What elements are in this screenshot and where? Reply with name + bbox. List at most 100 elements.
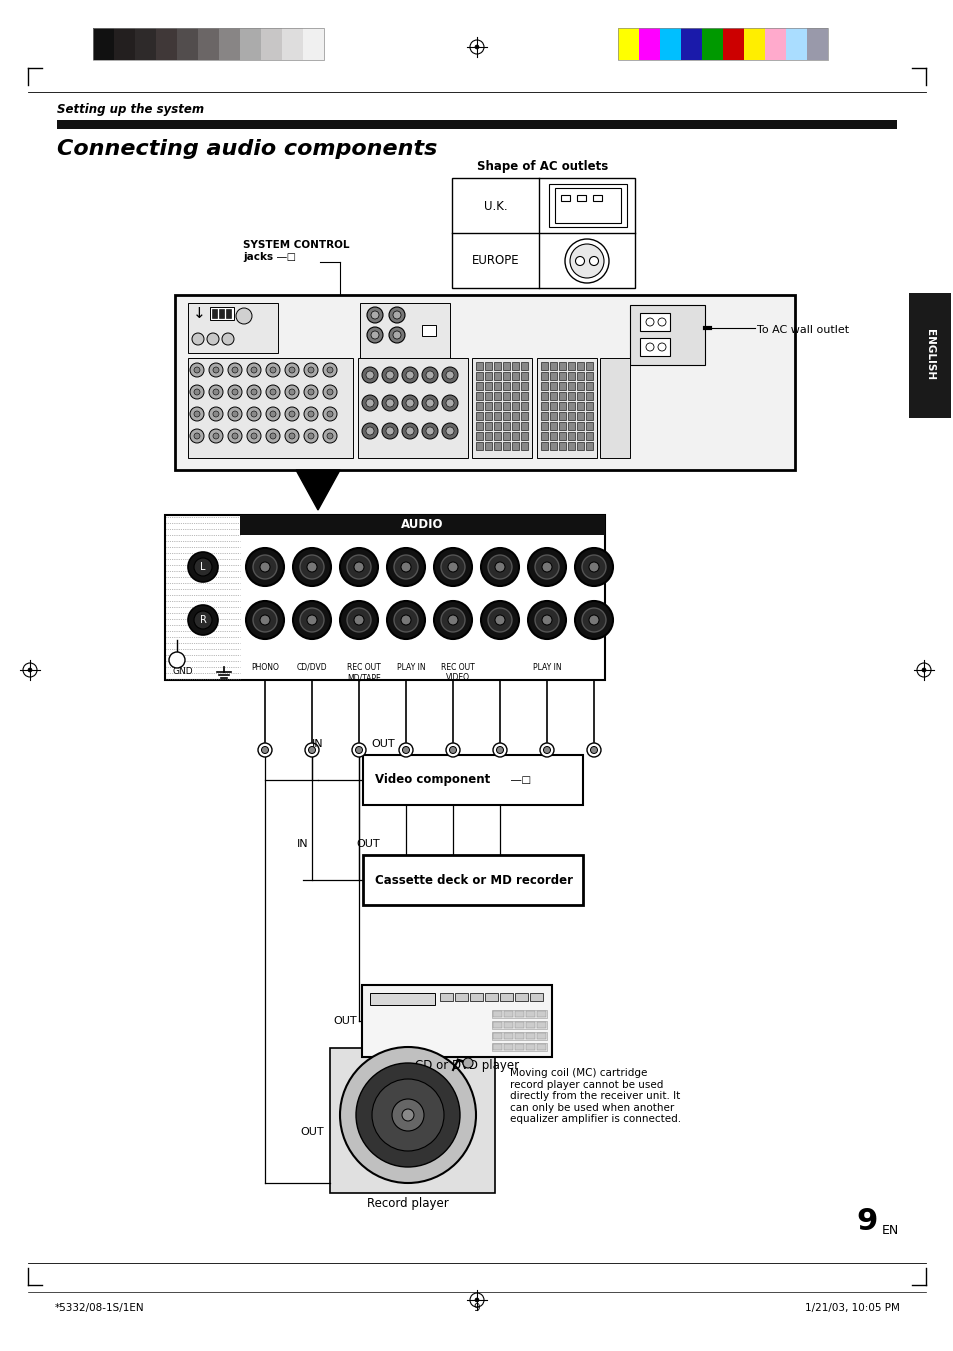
Bar: [492, 1043, 546, 1051]
Bar: [512, 372, 518, 380]
Bar: [520, 372, 527, 380]
Circle shape: [569, 245, 603, 278]
Bar: [520, 432, 527, 440]
Circle shape: [493, 743, 506, 757]
Bar: [537, 1034, 545, 1039]
Bar: [330, 1048, 495, 1193]
Circle shape: [488, 608, 512, 632]
Bar: [537, 1011, 545, 1017]
Circle shape: [339, 601, 377, 639]
Circle shape: [645, 317, 654, 326]
Circle shape: [305, 743, 318, 757]
Bar: [577, 403, 583, 409]
Circle shape: [192, 332, 204, 345]
Bar: [639, 28, 659, 59]
Circle shape: [285, 363, 298, 377]
Circle shape: [581, 608, 605, 632]
Circle shape: [213, 389, 219, 394]
Bar: [476, 362, 482, 370]
Bar: [135, 28, 156, 59]
Circle shape: [387, 549, 424, 586]
Circle shape: [304, 385, 317, 399]
Bar: [363, 755, 582, 805]
Text: U.K.: U.K.: [484, 200, 507, 212]
Text: ENGLISH: ENGLISH: [924, 330, 934, 381]
Bar: [550, 392, 557, 400]
Circle shape: [426, 372, 434, 380]
Bar: [550, 372, 557, 380]
Circle shape: [193, 367, 200, 373]
Circle shape: [448, 615, 457, 626]
Bar: [525, 1021, 535, 1028]
Bar: [520, 382, 527, 390]
Circle shape: [209, 363, 223, 377]
Bar: [908, 293, 950, 417]
Circle shape: [213, 367, 219, 373]
Circle shape: [270, 434, 275, 439]
Bar: [550, 412, 557, 420]
Bar: [525, 1044, 535, 1050]
Circle shape: [480, 549, 518, 586]
Bar: [484, 993, 497, 1001]
Text: PLAY IN: PLAY IN: [396, 663, 425, 671]
Circle shape: [426, 399, 434, 407]
Bar: [303, 28, 324, 59]
Bar: [520, 442, 527, 450]
Circle shape: [366, 427, 374, 435]
Bar: [537, 358, 597, 458]
Circle shape: [193, 558, 212, 576]
Bar: [484, 372, 492, 380]
Bar: [550, 382, 557, 390]
Circle shape: [193, 411, 200, 417]
Text: OUT: OUT: [355, 839, 379, 848]
Bar: [567, 432, 575, 440]
Circle shape: [266, 407, 280, 422]
Bar: [499, 993, 513, 1001]
Bar: [540, 403, 547, 409]
Circle shape: [387, 601, 424, 639]
Circle shape: [247, 385, 261, 399]
Circle shape: [307, 562, 316, 571]
Bar: [585, 442, 593, 450]
Text: OUT: OUT: [300, 1127, 324, 1138]
Bar: [520, 403, 527, 409]
Text: REC OUT
MD/TAPE: REC OUT MD/TAPE: [347, 663, 380, 682]
Bar: [515, 993, 527, 1001]
Bar: [585, 372, 593, 380]
Bar: [512, 403, 518, 409]
Bar: [493, 1021, 501, 1028]
Circle shape: [581, 555, 605, 580]
Bar: [512, 442, 518, 450]
Text: EUROPE: EUROPE: [472, 254, 519, 267]
Bar: [555, 188, 620, 223]
Text: GND: GND: [172, 667, 193, 676]
Bar: [558, 432, 565, 440]
Bar: [722, 28, 743, 59]
Text: SYSTEM CONTROL: SYSTEM CONTROL: [243, 240, 349, 250]
Bar: [550, 432, 557, 440]
Bar: [494, 372, 500, 380]
Bar: [558, 372, 565, 380]
Bar: [363, 855, 582, 905]
Bar: [550, 362, 557, 370]
Circle shape: [361, 423, 377, 439]
Circle shape: [361, 367, 377, 382]
Circle shape: [440, 608, 464, 632]
Bar: [577, 432, 583, 440]
Circle shape: [293, 601, 331, 639]
Text: ―□: ―□: [276, 253, 295, 262]
Bar: [558, 442, 565, 450]
Circle shape: [398, 743, 413, 757]
Bar: [219, 28, 240, 59]
Circle shape: [289, 389, 294, 394]
Bar: [470, 993, 482, 1001]
Text: To AC wall outlet: To AC wall outlet: [757, 326, 848, 335]
Circle shape: [645, 343, 654, 351]
Bar: [261, 28, 282, 59]
Circle shape: [541, 615, 552, 626]
Circle shape: [446, 399, 454, 407]
Bar: [599, 358, 629, 458]
Bar: [577, 422, 583, 430]
Bar: [503, 1021, 513, 1028]
Circle shape: [539, 743, 554, 757]
